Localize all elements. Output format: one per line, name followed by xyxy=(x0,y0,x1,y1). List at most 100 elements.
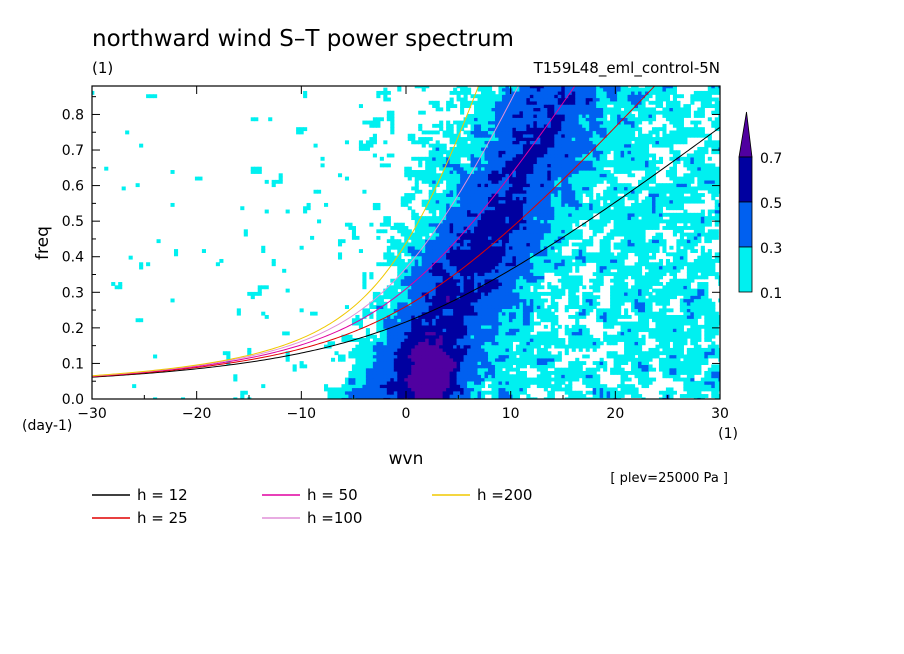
heat-cell xyxy=(393,357,398,362)
heat-cell xyxy=(446,239,451,244)
heat-cell xyxy=(648,239,653,244)
heat-cell xyxy=(582,249,587,253)
heat-cell xyxy=(414,301,419,306)
heat-cell xyxy=(672,262,677,267)
heat-cell xyxy=(533,377,538,382)
heat-cell xyxy=(676,278,681,283)
heat-cell xyxy=(477,288,482,293)
heat-cell xyxy=(446,258,451,263)
heat-cell xyxy=(411,242,416,247)
heat-cell xyxy=(481,338,486,342)
heat-cell xyxy=(529,272,534,277)
heat-cell xyxy=(683,209,688,214)
heat-cell xyxy=(397,265,402,270)
heat-cell xyxy=(679,288,684,293)
heat-cell xyxy=(662,351,667,356)
heat-cell xyxy=(474,308,479,313)
heat-cell xyxy=(700,298,705,303)
heat-cell xyxy=(644,262,650,267)
heat-cell xyxy=(505,361,510,365)
heat-cell xyxy=(540,239,545,244)
heat-cell xyxy=(470,268,475,273)
heat-cell xyxy=(641,318,646,323)
heat-cell xyxy=(686,377,691,382)
heat-cell xyxy=(515,364,520,369)
heat-cell xyxy=(697,384,702,389)
heat-cell xyxy=(571,331,576,336)
heat-cell xyxy=(428,249,433,253)
heat-cell xyxy=(404,288,409,293)
heat-cell xyxy=(693,367,698,372)
heat-cell xyxy=(453,232,458,237)
heat-cell xyxy=(578,212,583,217)
heat-cell xyxy=(442,242,447,247)
heat-cell xyxy=(344,222,350,227)
heat-cell xyxy=(421,394,426,398)
heat-cell xyxy=(470,209,475,214)
heat-cell xyxy=(704,265,709,270)
heat-cell xyxy=(414,394,419,398)
heat-cell xyxy=(704,216,709,221)
heat-cell xyxy=(439,258,444,263)
heat-cell xyxy=(596,308,601,313)
heat-cell xyxy=(522,298,527,303)
heat-cell xyxy=(557,384,562,389)
heat-cell xyxy=(624,347,629,352)
heat-cell xyxy=(383,357,388,362)
heat-cell xyxy=(603,258,608,263)
heat-cell xyxy=(547,390,552,395)
heat-cell xyxy=(526,288,531,293)
heat-cell xyxy=(644,252,650,257)
heat-cell xyxy=(379,331,384,336)
heat-cell xyxy=(589,258,594,263)
heat-cell xyxy=(421,298,426,303)
heat-cell xyxy=(634,394,639,398)
heat-cell xyxy=(467,328,472,333)
heat-cell xyxy=(498,255,503,260)
heat-cell xyxy=(487,252,493,257)
heat-cell xyxy=(683,308,688,313)
heat-cell xyxy=(421,341,426,346)
heat-cell xyxy=(536,235,541,240)
heat-cell xyxy=(533,341,538,346)
heat-cell xyxy=(508,229,514,234)
heat-cell xyxy=(613,291,618,296)
heat-cell xyxy=(484,265,489,270)
heat-cell xyxy=(603,255,608,260)
heat-cell xyxy=(683,219,688,224)
heat-cell xyxy=(494,301,500,306)
heat-cell xyxy=(411,298,416,303)
heat-cell xyxy=(631,291,636,296)
heat-cell xyxy=(481,288,486,293)
heat-cell xyxy=(386,219,391,224)
heat-cell xyxy=(714,229,719,234)
heat-cell xyxy=(463,209,468,214)
heat-cell xyxy=(362,361,367,365)
heat-cell xyxy=(679,216,684,221)
heat-cell xyxy=(491,374,496,379)
heat-cell xyxy=(487,338,493,342)
heat-cell xyxy=(379,314,384,319)
heat-cell xyxy=(519,298,524,303)
heat-cell xyxy=(543,239,548,244)
heat-cell xyxy=(498,249,503,253)
heat-cell xyxy=(624,219,629,224)
heat-cell xyxy=(446,394,451,398)
heat-cell xyxy=(620,331,625,336)
heat-cell xyxy=(669,354,674,359)
heat-cell xyxy=(414,226,419,230)
heat-cell xyxy=(442,282,447,286)
heat-cell xyxy=(484,344,489,349)
heat-cell xyxy=(508,364,514,369)
heat-cell xyxy=(592,380,597,385)
heat-cell xyxy=(582,216,587,221)
heat-cell xyxy=(568,338,573,342)
heat-cell xyxy=(390,364,395,369)
heat-cell xyxy=(575,252,580,257)
heat-cell xyxy=(620,338,625,342)
heat-cell xyxy=(404,367,409,372)
heat-cell xyxy=(515,239,520,244)
heat-cell xyxy=(672,328,677,333)
heat-cell xyxy=(526,318,531,323)
heat-cell xyxy=(487,321,493,326)
